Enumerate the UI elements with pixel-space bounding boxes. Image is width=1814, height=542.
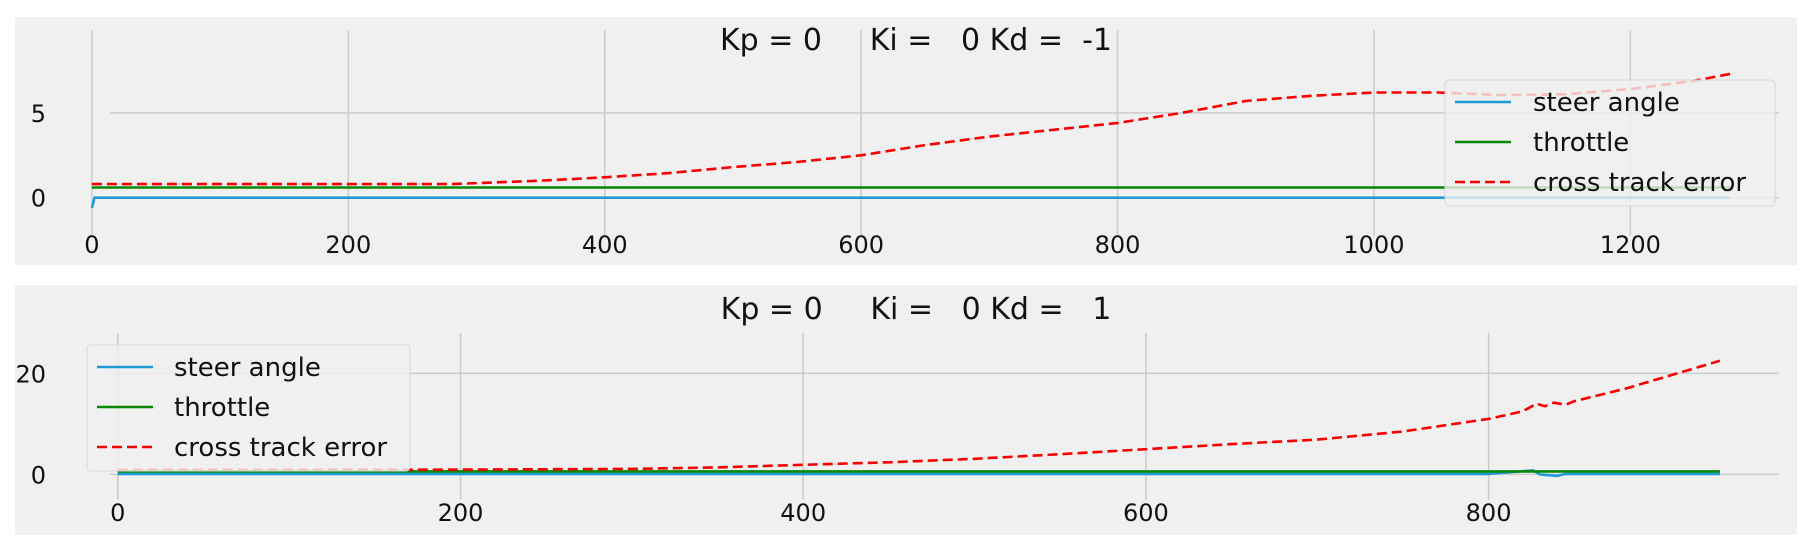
panel-1-x-tick-label-0: 0 — [84, 231, 99, 259]
panel-1-x-tick-label-5: 1000 — [1343, 231, 1404, 259]
chart-panel-2-ticks: 0 200 400 600 800 0 20 — [15, 360, 1511, 527]
panel-1-y-tick-label-0: 0 — [31, 185, 46, 213]
chart-panel-2-legend: steer angle throttle cross track error — [86, 344, 411, 472]
panel-2-y-tick-label-1: 20 — [15, 360, 46, 388]
panel-1-x-tick-label-2: 400 — [582, 231, 628, 259]
panel-2-y-tick-label-0: 0 — [31, 461, 46, 489]
panel-2-x-tick-label-0: 0 — [110, 499, 125, 527]
panel-2-legend-label-0: steer angle — [174, 353, 321, 383]
panel-1-x-tick-label-3: 600 — [838, 231, 884, 259]
panel-1-x-tick-label-6: 1200 — [1600, 231, 1661, 259]
panel-1-x-tick-label-4: 800 — [1095, 231, 1141, 259]
chart-panel-2-title: Kp = 0 Ki = 0 Kd = 1 — [721, 292, 1112, 327]
chart-panel-1-title: Kp = 0 Ki = 0 Kd = -1 — [720, 23, 1112, 58]
chart-panel-1-legend: steer angle throttle cross track error — [1444, 79, 1776, 207]
panel-1-legend-box — [1444, 79, 1776, 207]
panel-2-x-tick-label-3: 600 — [1123, 499, 1169, 527]
panel-2-x-tick-label-1: 200 — [438, 499, 484, 527]
panel-2-legend-box — [86, 344, 411, 472]
chart-panel-1-ticks: 0 200 400 600 800 1000 1200 0 5 — [31, 100, 1661, 259]
panel-2-legend-label-1: throttle — [174, 393, 270, 423]
panel-1-legend-label-0: steer angle — [1533, 88, 1680, 118]
panel-1-x-tick-label-1: 200 — [325, 231, 371, 259]
panel-1-legend-label-2: cross track error — [1533, 168, 1746, 198]
panel-1-y-tick-label-1: 5 — [31, 100, 46, 128]
panel-2-legend-label-2: cross track error — [174, 433, 387, 463]
panel-1-legend-label-1: throttle — [1533, 128, 1629, 158]
panel-2-series-line-2 — [117, 359, 1721, 472]
panel-2-x-tick-label-4: 800 — [1466, 499, 1512, 527]
panel-2-x-tick-label-2: 400 — [780, 499, 826, 527]
